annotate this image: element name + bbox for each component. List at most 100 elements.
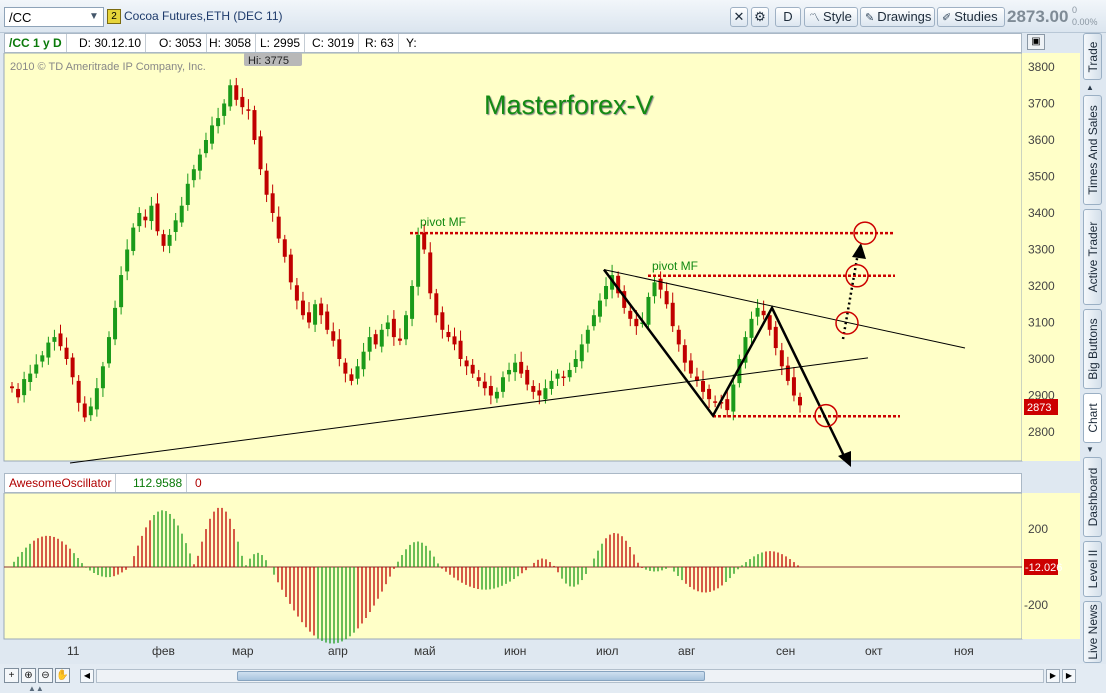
candle-body bbox=[191, 169, 196, 181]
crosshair-button[interactable]: + bbox=[4, 668, 19, 683]
candle-body bbox=[331, 331, 336, 341]
time-scrollbar-thumb[interactable] bbox=[237, 671, 705, 681]
candle-body bbox=[507, 369, 512, 375]
candle-body bbox=[404, 315, 408, 340]
candle-body bbox=[143, 216, 148, 221]
drawings-button[interactable]: ✎ Drawings bbox=[860, 7, 935, 27]
candle-body bbox=[349, 374, 354, 381]
period-button[interactable]: D bbox=[775, 7, 801, 27]
time-tick: сен bbox=[776, 644, 795, 658]
studies-button[interactable]: ✐ Studies bbox=[937, 7, 1005, 27]
tab-live-news[interactable]: Live News bbox=[1083, 601, 1102, 663]
tab-big-buttons[interactable]: Big Buttons bbox=[1083, 309, 1102, 389]
candle-body bbox=[694, 376, 699, 381]
candle-body bbox=[791, 377, 796, 396]
candle-body bbox=[416, 234, 421, 287]
tab-trade[interactable]: Trade bbox=[1083, 33, 1102, 80]
tab-news-label: Live News bbox=[1085, 604, 1100, 660]
zoom-in-button[interactable]: ⊕ bbox=[21, 668, 36, 683]
tab-bigbuttons-label: Big Buttons bbox=[1085, 318, 1100, 380]
bar-range: R: 63 bbox=[361, 34, 399, 52]
symbol-dropdown-icon[interactable]: ▼ bbox=[89, 11, 99, 22]
price-tick: 3500 bbox=[1028, 170, 1055, 184]
tabs-up-icon[interactable]: ▲ bbox=[1086, 83, 1094, 92]
candle-body bbox=[397, 338, 402, 341]
candle-body bbox=[543, 388, 548, 400]
candle-body bbox=[785, 365, 790, 381]
candle-body bbox=[203, 140, 208, 154]
candle-body bbox=[294, 285, 299, 301]
candle-body bbox=[270, 193, 275, 213]
candle-body bbox=[634, 318, 639, 327]
time-tick: июн bbox=[504, 644, 526, 658]
candle-body bbox=[137, 213, 142, 227]
arrow-left-icon: ◀ bbox=[83, 671, 91, 680]
candle-body bbox=[173, 220, 178, 232]
studies-label: Studies bbox=[954, 9, 998, 24]
candle-body bbox=[161, 234, 166, 246]
zoom-out-button[interactable]: ⊖ bbox=[38, 668, 53, 683]
candle-body bbox=[149, 205, 154, 222]
osc-tick-minus-200: -200 bbox=[1024, 598, 1048, 612]
candle-body bbox=[597, 300, 602, 317]
time-tick: май bbox=[414, 644, 436, 658]
candle-body bbox=[713, 401, 718, 403]
candle-body bbox=[167, 234, 172, 246]
bar-date: D: 30.12.10 bbox=[75, 34, 147, 52]
line-chart-icon: 〽 bbox=[809, 12, 820, 24]
candle-body bbox=[385, 322, 390, 330]
scroll-right-button[interactable]: ▶ bbox=[1046, 669, 1060, 683]
candle-body bbox=[773, 326, 778, 349]
tools-icon: ✕ bbox=[733, 9, 745, 24]
price-tick: 3000 bbox=[1028, 352, 1055, 366]
tools-button[interactable]: ✕ bbox=[730, 7, 748, 27]
settings-button[interactable]: ⚙ bbox=[751, 7, 769, 27]
oscillator-chart[interactable]: 200 -200 -12.026 11 фев мар апр май июн июл авг… bbox=[0, 493, 1080, 663]
symbol-period: /CC 1 y D bbox=[5, 34, 67, 52]
tabs-down-icon[interactable]: ▼ bbox=[1086, 445, 1094, 454]
tab-level-ii[interactable]: Level II bbox=[1083, 541, 1102, 597]
candle-body bbox=[470, 364, 475, 374]
target-circle bbox=[845, 264, 869, 288]
pencil-icon: ✎ bbox=[865, 12, 875, 24]
tab-active-trader[interactable]: Active Trader bbox=[1083, 209, 1102, 305]
price-chart[interactable]: 2800290030003100320033003400350036003700… bbox=[0, 53, 1080, 473]
bar-high: H: 3058 bbox=[205, 34, 257, 52]
bar-low: L: 2995 bbox=[256, 34, 306, 52]
style-button[interactable]: 〽 Style bbox=[804, 7, 858, 27]
pan-button[interactable]: ✋ bbox=[55, 668, 70, 683]
tab-active-label: Active Trader bbox=[1085, 221, 1100, 293]
zoom-out-icon: ⊖ bbox=[41, 670, 50, 681]
collapse-handle[interactable]: ▲▲ bbox=[28, 684, 44, 693]
oscillator-value: 112.9588 bbox=[129, 474, 188, 492]
expand-right-button[interactable]: ▶ bbox=[1062, 669, 1076, 683]
style-label: Style bbox=[823, 9, 852, 24]
candle-body bbox=[16, 388, 21, 398]
chart-toolbar: /CC ▼ 2 Cocoa Futures,ETH (DEC 11) ✕ ⚙ D… bbox=[0, 0, 1106, 33]
studies-icon: ✐ bbox=[942, 12, 952, 24]
scroll-left-button[interactable]: ◀ bbox=[80, 669, 94, 683]
candle-body bbox=[228, 85, 233, 107]
candle-body bbox=[743, 337, 748, 363]
drawings bbox=[69, 221, 966, 467]
tab-dashboard[interactable]: Dashboard bbox=[1083, 457, 1102, 537]
candle-body bbox=[379, 329, 384, 347]
price-tick: 3700 bbox=[1028, 97, 1055, 111]
oscillator-name[interactable]: AwesomeOscillator bbox=[5, 474, 117, 492]
candle-body bbox=[58, 333, 63, 347]
candle-body bbox=[119, 275, 124, 308]
price-tick: 3400 bbox=[1028, 206, 1055, 220]
candle-body bbox=[276, 216, 281, 239]
candle-body bbox=[246, 109, 251, 111]
time-scrollbar[interactable] bbox=[96, 669, 1044, 683]
hi-label: Hi: 3775 bbox=[248, 55, 289, 67]
trendline-resistance bbox=[603, 269, 966, 349]
candle-body bbox=[337, 339, 342, 359]
candle-body bbox=[34, 364, 39, 374]
tab-chart[interactable]: Chart bbox=[1083, 393, 1102, 443]
tab-times-and-sales[interactable]: Times And Sales bbox=[1083, 95, 1102, 205]
snapshot-button[interactable]: ▣ bbox=[1027, 34, 1045, 50]
symbol-input[interactable]: /CC bbox=[4, 7, 104, 27]
link-group-badge[interactable]: 2 bbox=[107, 9, 121, 24]
candle-body bbox=[40, 355, 45, 362]
